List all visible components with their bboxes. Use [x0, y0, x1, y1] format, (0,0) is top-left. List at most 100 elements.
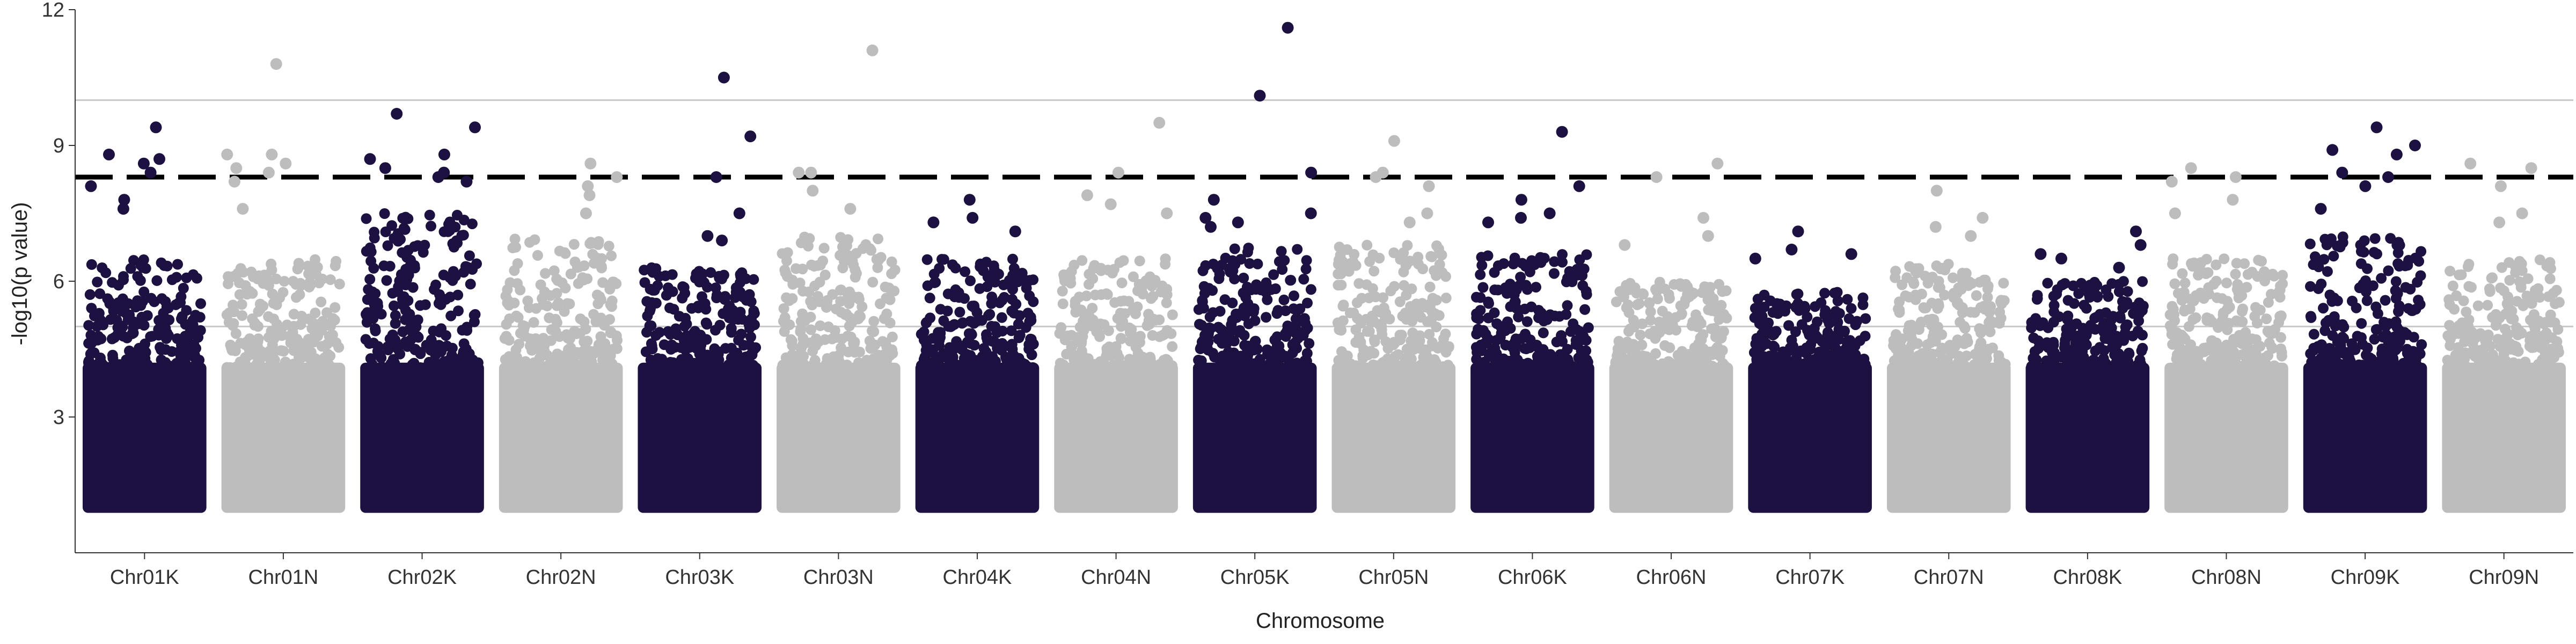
data-point	[364, 274, 376, 285]
data-point	[924, 292, 935, 304]
data-point	[1368, 348, 1380, 359]
data-point	[1703, 304, 1714, 316]
data-point	[1213, 273, 1225, 284]
data-point	[228, 175, 240, 188]
data-point	[1396, 330, 1407, 341]
data-point	[1812, 352, 1823, 363]
data-point	[1959, 323, 1971, 334]
data-point	[2541, 260, 2552, 272]
data-point	[2259, 362, 2270, 373]
data-point	[2136, 345, 2147, 356]
data-point	[85, 180, 97, 192]
data-point	[2336, 166, 2348, 179]
data-point	[1271, 352, 1283, 363]
x-tick-label: Chr03N	[803, 566, 874, 589]
data-point	[959, 293, 970, 304]
data-point	[1952, 334, 1963, 346]
data-point	[1261, 287, 1272, 298]
data-point	[2482, 299, 2493, 311]
data-point	[1937, 362, 1949, 374]
data-point	[2519, 366, 2530, 377]
data-point	[187, 314, 199, 326]
data-point	[281, 319, 292, 331]
data-point	[745, 296, 757, 308]
data-point	[839, 309, 851, 320]
data-point	[2192, 350, 2204, 362]
data-point	[244, 286, 255, 297]
data-point	[1370, 171, 1382, 183]
data-point	[1562, 343, 1573, 355]
chromosome-group-Chr02N	[499, 157, 623, 513]
data-point	[236, 299, 247, 310]
data-point	[1791, 289, 1802, 300]
data-point	[1894, 304, 1905, 316]
data-point	[1679, 298, 1690, 310]
data-point	[1985, 326, 1996, 338]
data-point	[2316, 339, 2327, 350]
data-point	[1059, 275, 1070, 287]
data-point	[2458, 295, 2469, 306]
data-point	[144, 166, 157, 179]
data-point	[1244, 258, 1255, 269]
data-point	[1370, 291, 1381, 303]
data-point	[2167, 339, 2178, 350]
point-cluster	[638, 362, 762, 513]
data-point	[2516, 207, 2528, 219]
data-point	[172, 259, 183, 270]
data-point	[95, 352, 106, 363]
data-point	[1576, 352, 1587, 363]
data-point	[156, 344, 167, 355]
data-point	[1492, 284, 1504, 296]
data-point	[605, 299, 616, 310]
data-point	[1104, 198, 1117, 210]
data-point	[2338, 321, 2350, 333]
data-point	[2459, 336, 2470, 347]
data-point	[641, 327, 652, 338]
data-point	[389, 300, 399, 311]
data-point	[270, 273, 282, 284]
point-cluster	[1192, 362, 1317, 513]
data-point	[1227, 314, 1238, 326]
data-point	[563, 344, 574, 355]
data-point	[2544, 365, 2556, 376]
data-point	[364, 153, 376, 165]
data-point	[1792, 225, 1804, 238]
x-tick-label: Chr05K	[1220, 566, 1290, 589]
chromosome-group-Chr03K	[638, 71, 762, 513]
data-point	[747, 349, 758, 360]
data-point	[714, 319, 726, 331]
data-point	[1021, 361, 1033, 372]
data-point	[2091, 312, 2102, 323]
data-point	[1571, 264, 1583, 275]
data-point	[611, 171, 623, 183]
data-point	[2457, 361, 2469, 372]
data-point	[951, 336, 962, 347]
x-tick-label: Chr09N	[2469, 566, 2539, 589]
data-point	[818, 243, 830, 254]
data-point	[797, 286, 809, 297]
data-point	[2080, 282, 2091, 293]
data-point	[221, 148, 233, 160]
data-point	[172, 358, 184, 369]
data-point	[1935, 264, 1946, 274]
data-point	[1557, 249, 1568, 260]
data-point	[2201, 315, 2213, 326]
data-point	[1583, 322, 1594, 333]
data-point	[326, 366, 337, 377]
data-point	[2277, 269, 2288, 281]
data-point	[1227, 297, 1238, 309]
data-point	[2130, 365, 2141, 377]
data-point	[1960, 268, 1972, 279]
data-point	[1376, 361, 1387, 372]
data-point	[1443, 341, 1454, 352]
data-point	[579, 316, 590, 327]
data-point	[1305, 284, 1316, 295]
data-point	[1369, 336, 1380, 347]
data-point	[2268, 270, 2280, 282]
data-point	[1541, 353, 1552, 364]
data-point	[1977, 211, 1989, 224]
data-point	[2445, 340, 2456, 351]
data-point	[1094, 331, 1105, 342]
data-point	[1238, 273, 1249, 283]
data-point	[652, 280, 663, 291]
